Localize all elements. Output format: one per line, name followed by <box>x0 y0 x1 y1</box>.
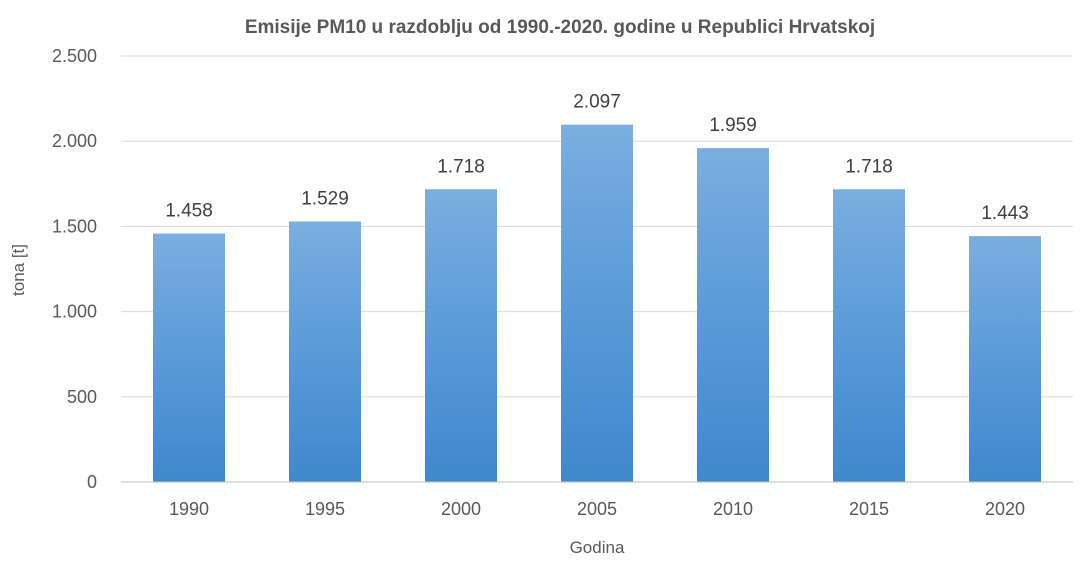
bar <box>969 236 1041 482</box>
data-label: 1.443 <box>981 203 1029 224</box>
x-tick-label: 2010 <box>713 499 753 519</box>
x-tick-label: 2000 <box>441 499 481 519</box>
y-tick-label: 500 <box>67 387 97 407</box>
bar <box>561 124 633 482</box>
bar <box>153 233 225 482</box>
x-tick-label: 2015 <box>849 499 889 519</box>
y-axis-label: tona [t] <box>9 244 28 296</box>
x-tick-label: 2020 <box>985 499 1025 519</box>
y-axis-ticks: 0 500 1.000 1.500 2.000 2.500 <box>52 46 97 492</box>
data-label: 1.959 <box>709 115 757 136</box>
data-labels: 1.458 1.529 1.718 2.097 1.959 1.718 1.443 <box>165 92 1029 224</box>
x-tick-label: 2005 <box>577 499 617 519</box>
chart-title: Emisije PM10 u razdoblju od 1990.-2020. … <box>245 17 875 38</box>
y-tick-label: 1.000 <box>52 302 97 322</box>
bars <box>153 124 1041 482</box>
x-axis-ticks: 1990 1995 2000 2005 2010 2015 2020 <box>169 499 1025 519</box>
bar <box>833 189 905 482</box>
x-axis-label: Godina <box>570 538 625 557</box>
y-tick-label: 2.000 <box>52 131 97 151</box>
y-tick-label: 2.500 <box>52 46 97 66</box>
y-tick-label: 1.500 <box>52 216 97 236</box>
data-label: 1.718 <box>845 156 893 177</box>
bar <box>425 189 497 482</box>
x-tick-label: 1990 <box>169 499 209 519</box>
bar <box>289 221 361 482</box>
bar <box>697 148 769 482</box>
data-label: 2.097 <box>573 92 621 113</box>
x-tick-label: 1995 <box>305 499 345 519</box>
y-tick-label: 0 <box>87 472 97 492</box>
data-label: 1.718 <box>437 156 485 177</box>
data-label: 1.529 <box>301 188 349 209</box>
data-label: 1.458 <box>165 201 213 222</box>
